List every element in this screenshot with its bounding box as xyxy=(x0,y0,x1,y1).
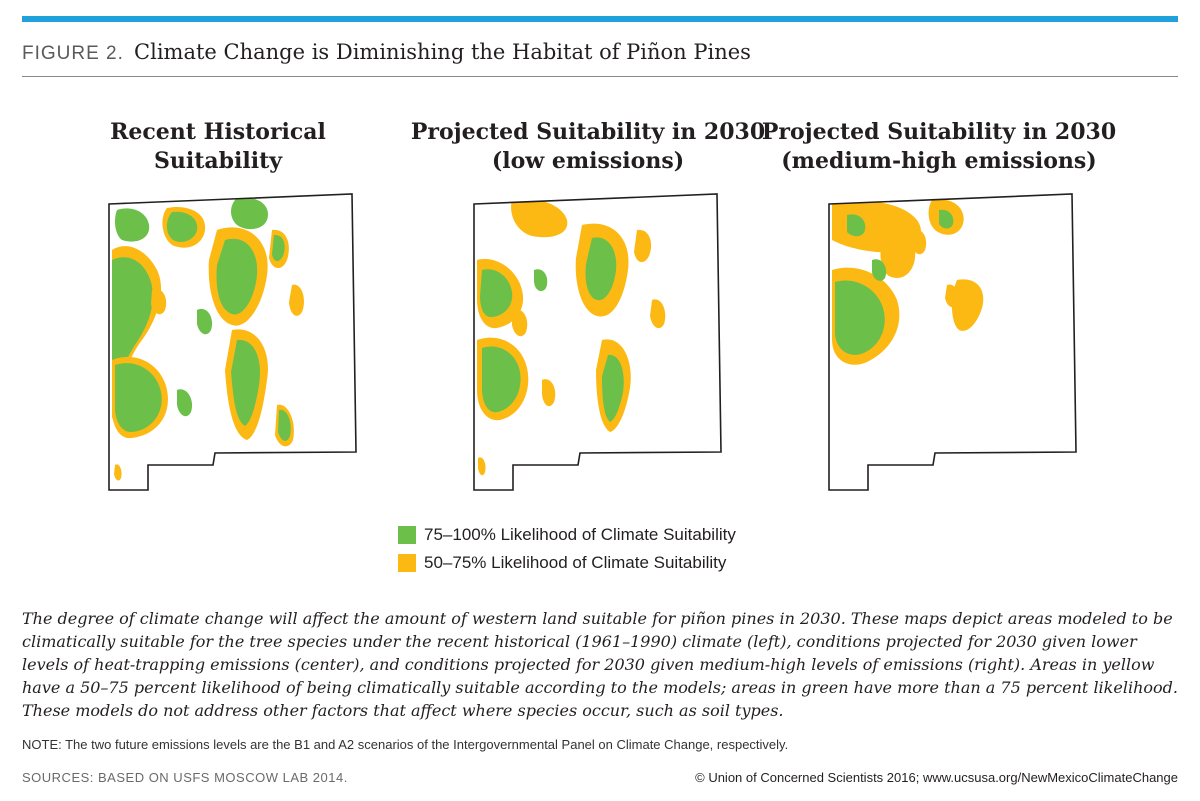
figure-label: FIGURE 2. xyxy=(22,43,124,64)
suitability-regions xyxy=(832,199,984,365)
suitability-regions xyxy=(112,197,304,481)
state-outline xyxy=(828,193,1077,491)
legend-item-yellow: 50–75% Likelihood of Climate Suitability xyxy=(398,549,736,577)
map-low-emissions xyxy=(473,193,722,491)
legend-swatch-yellow xyxy=(398,554,416,572)
map-title-historical: Recent Historical Suitability xyxy=(110,119,326,174)
legend-label-yellow: 50–75% Likelihood of Climate Suitability xyxy=(424,553,727,572)
map-legend: 75–100% Likelihood of Climate Suitabilit… xyxy=(398,521,736,577)
map-historical xyxy=(108,193,357,491)
top-accent-bar xyxy=(22,16,1178,22)
figure-caption: The degree of climate change will affect… xyxy=(22,609,1178,720)
legend-label-green: 75–100% Likelihood of Climate Suitabilit… xyxy=(424,525,736,544)
map-title-medium-high-emissions: Projected Suitability in 2030 (medium-hi… xyxy=(761,119,1117,174)
legend-swatch-green xyxy=(398,526,416,544)
map-title-low-emissions: Projected Suitability in 2030 (low emiss… xyxy=(410,119,766,174)
figure-title: Climate Change is Diminishing the Habita… xyxy=(134,40,751,64)
legend-item-green: 75–100% Likelihood of Climate Suitabilit… xyxy=(398,521,736,549)
figure-header: FIGURE 2. Climate Change is Diminishing … xyxy=(22,38,1178,68)
figure-credit: © Union of Concerned Scientists 2016; ww… xyxy=(695,770,1178,785)
map-medium-high-emissions xyxy=(828,193,1077,491)
state-outline xyxy=(473,193,722,491)
figure-note: NOTE: The two future emissions levels ar… xyxy=(22,737,789,752)
header-divider xyxy=(22,76,1178,77)
figure-sources: SOURCES: BASED ON USFS MOSCOW LAB 2014. xyxy=(22,770,348,785)
suitability-regions xyxy=(477,198,666,476)
state-outline xyxy=(108,193,357,491)
